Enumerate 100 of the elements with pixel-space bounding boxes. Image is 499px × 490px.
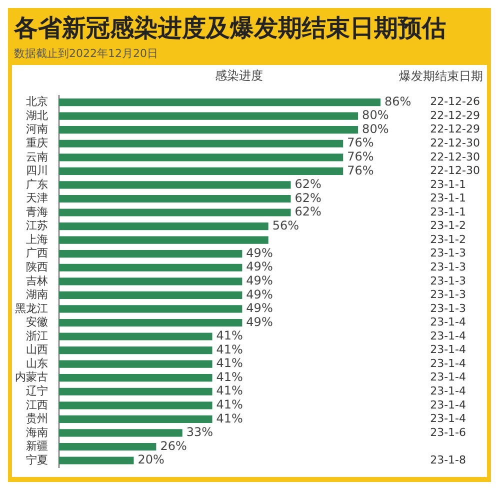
y2-tick-label: 23-1-2 (430, 232, 466, 246)
bar (59, 456, 134, 464)
data-label: 41% (216, 411, 243, 426)
data-label: 41% (216, 328, 243, 343)
y2-tick-label: 23-1-4 (430, 398, 466, 412)
data-label: 49% (246, 301, 273, 316)
bar (59, 388, 212, 396)
y2-tick-label: 22-12-29 (430, 108, 480, 122)
y-tick-label: 海南 (26, 426, 48, 439)
y-tick-label: 内蒙古 (15, 370, 48, 384)
bar (59, 278, 242, 286)
y-tick-label: 广东 (26, 178, 48, 191)
y2-tick-label: 23-1-3 (430, 246, 466, 260)
chart-subtitle: 数据截止到2022年12月20日 (13, 46, 159, 62)
y-tick-label: 湖南 (26, 288, 48, 302)
bar (59, 360, 212, 368)
x-axis-title: 感染进度 (215, 68, 264, 82)
data-label: 49% (246, 260, 273, 274)
y-tick-label: 浙江 (26, 329, 48, 342)
data-label: 62% (294, 204, 322, 219)
y-tick-label: 北京 (26, 95, 48, 108)
bar (59, 194, 291, 203)
y-tick-label: 山东 (26, 356, 48, 370)
y2-tick-label: 23-1-1 (430, 178, 466, 191)
chart-title: 各省新冠感染进度及爆发期结束日期预估 (12, 13, 447, 44)
y2-tick-label: 23-1-2 (430, 219, 466, 232)
y-tick-label: 山西 (26, 343, 48, 356)
bar (59, 126, 358, 134)
y-tick-label: 上海 (26, 232, 48, 246)
y-tick-label: 广西 (26, 246, 48, 260)
y-tick-label: 辽宁 (26, 384, 48, 398)
text: 爆发期结束日期 (399, 69, 483, 84)
bar (59, 291, 242, 299)
data-label: 62% (294, 177, 322, 192)
y-tick-label: 重庆 (26, 136, 48, 150)
bar (59, 167, 344, 175)
bar (59, 374, 212, 382)
y2-tick-label: 23-1-4 (430, 412, 466, 426)
bar (59, 140, 344, 148)
bar (59, 98, 380, 106)
data-label: 26% (160, 438, 187, 453)
y-tick-label: 江苏 (26, 219, 48, 232)
data-label: 49% (246, 246, 273, 260)
y-tick-label: 宁夏 (26, 453, 48, 466)
y2-tick-label: 23-1-3 (430, 260, 466, 274)
bar (59, 112, 358, 120)
y-tick-label: 吉林 (26, 274, 48, 288)
data-label: 80% (362, 108, 389, 122)
bar (59, 332, 212, 340)
y-tick-label: 陕西 (26, 260, 48, 274)
y2-tick-label: 23-1-1 (430, 192, 466, 205)
data-label: 49% (246, 314, 273, 329)
data-label: 76% (347, 150, 374, 164)
y2-tick-label: 23-1-1 (430, 205, 466, 218)
y-tick-label: 云南 (26, 150, 48, 164)
data-label: 20% (138, 452, 164, 467)
y2-tick-label: 23-1-4 (430, 370, 466, 384)
bar (59, 250, 242, 258)
y-tick-label: 湖北 (26, 108, 48, 122)
data-label: 41% (216, 370, 243, 384)
bar (59, 305, 242, 313)
data-label: 76% (347, 163, 374, 178)
y2-tick-label: 23-1-4 (430, 343, 466, 356)
bar (59, 222, 268, 230)
bar (59, 429, 182, 437)
data-label: 41% (216, 384, 243, 398)
y2-tick-label: 23-1-4 (430, 384, 466, 398)
y-tick-label: 贵州 (26, 412, 48, 426)
y-tick-label: 江西 (26, 398, 48, 412)
y2-tick-label: 22-12-26 (430, 95, 480, 108)
y2-tick-label: 22-12-30 (430, 136, 480, 150)
data-label: 49% (246, 287, 273, 302)
y2-tick-label: 23-1-8 (430, 453, 466, 466)
bar (59, 264, 242, 272)
bar (59, 236, 268, 244)
y2-tick-label: 23-1-4 (430, 329, 466, 342)
y2-tick-label: 22-12-30 (430, 164, 480, 178)
bar (59, 154, 344, 162)
y2-tick-label: 23-1-3 (430, 302, 466, 315)
y-tick-label: 安徽 (26, 316, 48, 329)
data-label: 49% (246, 274, 273, 288)
y-tick-label: 天津 (26, 192, 48, 205)
bar (59, 346, 212, 354)
data-label: 76% (347, 136, 374, 150)
bar (59, 442, 156, 451)
data-label: 33% (186, 425, 214, 440)
y-tick-label: 青海 (26, 205, 48, 218)
y2-tick-label: 23-1-4 (430, 316, 466, 329)
y2-tick-label: 23-1-6 (430, 426, 466, 439)
y2-tick-label: 23-1-4 (430, 356, 466, 370)
bar (59, 318, 242, 327)
bar (59, 415, 212, 423)
y-tick-label: 新疆 (26, 440, 48, 453)
bar (59, 181, 291, 189)
y2-tick-label: 23-1-3 (430, 288, 466, 302)
data-label: 41% (216, 356, 243, 370)
data-label: 62% (294, 190, 322, 205)
y2-tick-label: 23-1-3 (430, 274, 466, 288)
data-label: 41% (216, 342, 243, 356)
data-label: 80% (362, 122, 389, 136)
